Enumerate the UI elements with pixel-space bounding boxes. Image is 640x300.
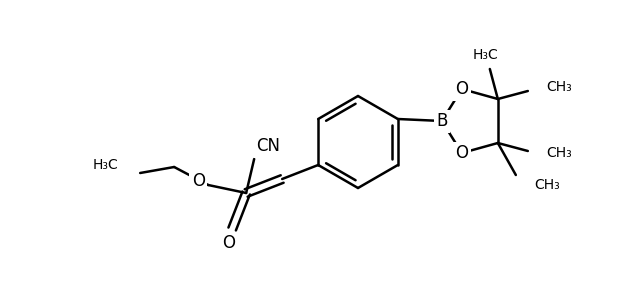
Text: O: O xyxy=(191,172,205,190)
Text: H₃C: H₃C xyxy=(92,158,118,172)
Text: CH₃: CH₃ xyxy=(546,80,572,94)
Text: O: O xyxy=(455,80,468,98)
Text: B: B xyxy=(436,112,447,130)
Text: O: O xyxy=(221,234,235,252)
Text: O: O xyxy=(455,144,468,162)
Text: CN: CN xyxy=(256,137,280,155)
Text: H₃C: H₃C xyxy=(473,48,499,62)
Text: CH₃: CH₃ xyxy=(546,146,572,160)
Text: CH₃: CH₃ xyxy=(534,178,559,192)
